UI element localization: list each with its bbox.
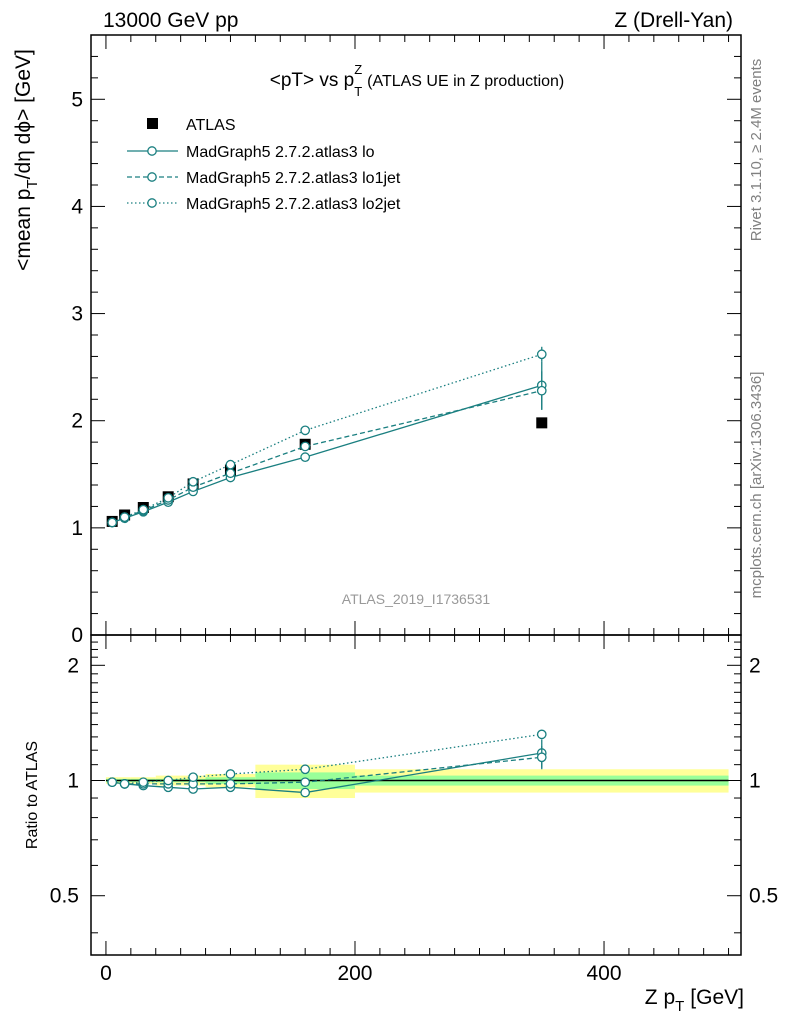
mc-line-dashed bbox=[111, 390, 542, 524]
legend-label-lo1jet: MadGraph5 2.7.2.atlas3 lo1jet bbox=[186, 170, 401, 187]
mc-point bbox=[163, 493, 174, 503]
mc-point bbox=[225, 468, 236, 479]
ratio-axis-ticks: 0 200 400 0.5 0.5 1 1 2 2 bbox=[50, 635, 778, 985]
ratio-mc-point bbox=[300, 764, 311, 775]
y-tick-label: 5 bbox=[71, 88, 83, 111]
collision-label: 13000 GeV pp bbox=[103, 9, 238, 32]
legend: ATLAS MadGraph5 2.7.2.atlas3 lo MadGraph… bbox=[127, 117, 401, 213]
main-y-axis-label: <mean pT/dη dϕ> [GeV] bbox=[12, 49, 41, 271]
ratio-y-tick-label-right: 2 bbox=[749, 654, 761, 677]
main-panel-series bbox=[106, 346, 548, 528]
main-axis-ticks: 0 1 2 3 4 5 bbox=[71, 34, 741, 647]
rivet-version-label: Rivet 3.1.10, ≥ 2.4M events bbox=[748, 59, 765, 242]
y-tick-label: 1 bbox=[71, 517, 83, 540]
mc-point bbox=[107, 517, 118, 528]
x-tick-label: 400 bbox=[587, 962, 622, 985]
mc-point bbox=[536, 385, 547, 396]
ratio-mc-point bbox=[536, 729, 547, 740]
ratio-mc-point bbox=[163, 775, 174, 786]
mc-point bbox=[536, 349, 547, 360]
ratio-y-tick-label: 1 bbox=[67, 770, 79, 793]
mc-point bbox=[225, 459, 236, 470]
ratio-mc-point bbox=[300, 777, 311, 788]
ratio-mc-line-dashed bbox=[112, 756, 542, 785]
ratio-y-tick-label: 0.5 bbox=[50, 885, 79, 908]
ratio-mc-point bbox=[300, 787, 311, 798]
legend-label-lo2jet: MadGraph5 2.7.2.atlas3 lo2jet bbox=[186, 196, 401, 213]
ratio-mc-point bbox=[107, 777, 118, 788]
legend-marker-atlas bbox=[147, 118, 158, 129]
x-axis-label: Z pT [GeV] bbox=[645, 986, 744, 1015]
ratio-mc-point bbox=[225, 779, 236, 789]
ratio-mc-point bbox=[119, 779, 130, 789]
mc-point bbox=[119, 512, 130, 522]
y-tick-label: 4 bbox=[71, 195, 83, 218]
y-tick-label: 0 bbox=[71, 624, 83, 647]
legend-label-atlas: ATLAS bbox=[186, 117, 236, 134]
mc-point bbox=[300, 425, 311, 436]
legend-marker-lo bbox=[147, 146, 157, 156]
legend-marker-lo2jet bbox=[147, 198, 157, 208]
ratio-mc-point bbox=[138, 777, 149, 788]
x-tick-label: 0 bbox=[100, 962, 112, 985]
ratio-mc-point bbox=[188, 772, 198, 783]
ratio-mc-line-dotted bbox=[112, 733, 542, 785]
ratio-mc-point bbox=[225, 769, 236, 779]
x-tick-label: 200 bbox=[337, 962, 372, 985]
ratio-y-axis-label: Ratio to ATLAS bbox=[24, 741, 41, 849]
ratio-panel-frame bbox=[90, 634, 742, 956]
plot-title: <pT> vs pTZ(ATLAS UE in Z production) bbox=[270, 62, 565, 99]
analysis-id-label: ATLAS_2019_I1736531 bbox=[342, 591, 491, 607]
legend-marker-lo1jet bbox=[147, 172, 157, 182]
mc-point bbox=[188, 476, 198, 487]
ratio-y-tick-label-right: 0.5 bbox=[749, 885, 778, 908]
y-tick-label: 2 bbox=[71, 410, 83, 433]
mc-point bbox=[300, 452, 311, 462]
ratio-y-tick-label-right: 1 bbox=[749, 770, 761, 793]
legend-label-lo: MadGraph5 2.7.2.atlas3 lo bbox=[186, 144, 375, 161]
ratio-error-bands bbox=[105, 764, 729, 799]
y-tick-label: 3 bbox=[71, 303, 83, 326]
atlas-data-point bbox=[536, 417, 548, 429]
process-label: Z (Drell-Yan) bbox=[614, 9, 733, 32]
mc-line-dotted bbox=[111, 353, 542, 524]
ratio-panel-series bbox=[107, 729, 547, 798]
mcplots-label: mcplots.cern.ch [arXiv:1306.3436] bbox=[748, 372, 765, 599]
ratio-mc-point bbox=[536, 752, 547, 763]
mc-point bbox=[138, 504, 149, 515]
mc-point bbox=[300, 441, 311, 452]
ratio-y-tick-label: 2 bbox=[67, 654, 79, 677]
